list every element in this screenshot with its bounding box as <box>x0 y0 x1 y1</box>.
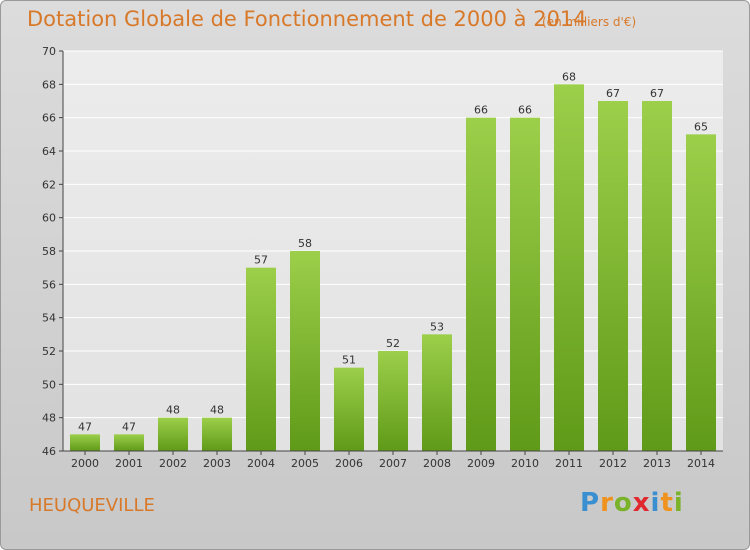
bar-value-label: 47 <box>122 420 136 433</box>
bar-2006 <box>334 367 364 451</box>
y-tick-label: 66 <box>42 112 56 125</box>
y-axis-ticks: 46 48 50 52 54 56 58 60 62 64 66 68 70 <box>42 45 63 458</box>
bar-value-label: 57 <box>254 254 268 267</box>
x-tick-label: 2014 <box>687 457 715 470</box>
logo-letter: o <box>613 488 633 518</box>
bar-value-label: 48 <box>166 404 180 417</box>
bar-2001 <box>114 434 144 451</box>
y-tick-label: 70 <box>42 45 56 58</box>
bar-value-label: 51 <box>342 354 356 367</box>
bar-value-label: 67 <box>650 87 664 100</box>
logo-letter: P <box>580 488 601 518</box>
x-tick-label: 2002 <box>159 457 187 470</box>
bar-value-label: 67 <box>606 87 620 100</box>
x-tick-label: 2011 <box>555 457 583 470</box>
x-tick-label: 2012 <box>599 457 627 470</box>
chart-subtitle: (en milliers d'€) <box>542 15 637 29</box>
y-tick-label: 52 <box>42 345 56 358</box>
bar-2013 <box>642 101 672 451</box>
bar-value-label: 68 <box>562 70 576 83</box>
x-tick-label: 2009 <box>467 457 495 470</box>
bar-value-label: 52 <box>386 337 400 350</box>
x-tick-label: 2004 <box>247 457 275 470</box>
bar-value-label: 58 <box>298 237 312 250</box>
x-tick-label: 2000 <box>71 457 99 470</box>
x-tick-label: 2013 <box>643 457 671 470</box>
x-tick-label: 2001 <box>115 457 143 470</box>
y-tick-label: 54 <box>42 312 56 325</box>
bar-2011 <box>554 84 584 451</box>
x-tick-label: 2007 <box>379 457 407 470</box>
x-tick-label: 2008 <box>423 457 451 470</box>
bar-value-label: 65 <box>694 120 708 133</box>
logo-letter: r <box>600 488 614 518</box>
y-tick-label: 56 <box>42 278 56 291</box>
y-tick-label: 62 <box>42 178 56 191</box>
bar-2004 <box>246 267 276 451</box>
bar-2012 <box>598 101 628 451</box>
x-tick-label: 2010 <box>511 457 539 470</box>
logo-letter: x <box>632 488 651 518</box>
bar-value-label: 66 <box>518 104 532 117</box>
y-tick-label: 48 <box>42 412 56 425</box>
bar-2002 <box>158 417 188 451</box>
bar-2010 <box>510 117 540 452</box>
logo-letter: i <box>650 488 661 518</box>
x-tick-label: 2003 <box>203 457 231 470</box>
x-axis-ticks: 2000 2001 2002 2003 2004 2005 2006 2007 2008 2009… <box>71 451 715 470</box>
bars: 47 47 48 48 57 58 51 52 53 66 66 68 67 67 65 <box>70 70 716 452</box>
bar-2000 <box>70 434 100 451</box>
bar-2003 <box>202 417 232 451</box>
bar-value-label: 48 <box>210 404 224 417</box>
bar-2014 <box>686 134 716 452</box>
bar-2009 <box>466 117 496 452</box>
y-tick-label: 50 <box>42 378 56 391</box>
bar-2005 <box>290 251 320 451</box>
logo-letter: t <box>660 488 674 518</box>
y-tick-label: 60 <box>42 212 56 225</box>
bar-value-label: 47 <box>78 420 92 433</box>
y-tick-label: 46 <box>42 445 56 458</box>
bar-2008 <box>422 334 452 451</box>
y-tick-label: 64 <box>42 145 56 158</box>
bar-2007 <box>378 351 408 451</box>
proxiti-logo[interactable]: Proxiti <box>580 488 684 518</box>
x-tick-label: 2005 <box>291 457 319 470</box>
y-tick-label: 68 <box>42 78 56 91</box>
bar-value-label: 66 <box>474 104 488 117</box>
y-tick-label: 58 <box>42 245 56 258</box>
commune-name: HEUQUEVILLE <box>29 495 155 516</box>
logo-letter: i <box>673 488 684 518</box>
chart-title: Dotation Globale de Fonctionnement de 20… <box>27 7 587 31</box>
bar-value-label: 53 <box>430 320 444 333</box>
x-tick-label: 2006 <box>335 457 363 470</box>
